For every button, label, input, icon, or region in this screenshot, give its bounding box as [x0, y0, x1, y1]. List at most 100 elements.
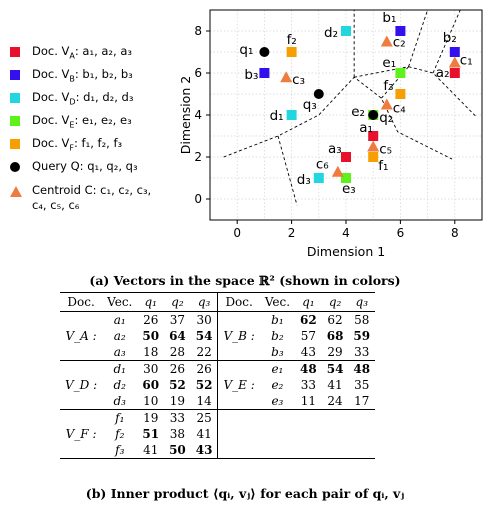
table-header-cell: q₃ — [190, 292, 219, 312]
vec-cell: f₁ — [102, 409, 138, 426]
doc-cell — [217, 409, 260, 426]
value-cell: 24 — [327, 394, 343, 408]
doc-cell — [218, 426, 260, 442]
point-c₄ — [380, 98, 393, 110]
point-c₂ — [380, 35, 393, 47]
y-tick-label: 4 — [194, 108, 202, 122]
value-cell — [295, 426, 322, 442]
point-q₃ — [313, 89, 324, 99]
vec-cell: b₃ — [271, 345, 284, 359]
vec-cell: f₂ — [115, 427, 125, 441]
doc-cell — [60, 393, 102, 410]
value-cell: 51 — [142, 427, 160, 441]
doc-cell — [218, 393, 260, 410]
value-cell: 41 — [190, 426, 219, 442]
value-cell — [348, 409, 376, 426]
x-tick-label: 0 — [233, 226, 241, 240]
value-cell: 18 — [143, 345, 159, 359]
caption-b: (b) Inner product ⟨qᵢ, vⱼ⟩ for each pair… — [85, 486, 405, 501]
value-cell: 26 — [190, 360, 219, 377]
point-label: b₁ — [382, 10, 396, 26]
table-header-row: Doc. Vec. q₁ q₂ q₃ Doc. Vec. q₁ q₂ q₃ — [60, 292, 376, 312]
legend-label: Doc. VD: d₁, d₂, d₃ — [32, 90, 134, 107]
value-cell: 33 — [164, 409, 191, 426]
point-label: a₃ — [328, 141, 342, 157]
voronoi-boundary — [408, 10, 429, 67]
vec-cell: d₂ — [113, 378, 127, 392]
value-cell: 52 — [169, 378, 186, 392]
legend-label: Doc. VB: b₁, b₂, b₃ — [32, 67, 133, 84]
value-cell: 26 — [143, 313, 159, 327]
legend-label: Doc. VA: a₁, a₂, a₃ — [32, 44, 133, 61]
value-cell — [348, 426, 375, 442]
point-label: c₂ — [393, 35, 406, 51]
value-cell: 48 — [295, 360, 322, 377]
value-cell: 10 — [143, 394, 159, 408]
table-row: V_A : a₂ 50 64 54 V_B : b₂ 57 68 59 — [60, 328, 375, 344]
table-row: V_D : d₂ 60 52 52 V_E : e₂ 33 41 35 — [60, 377, 375, 393]
doc-cell — [60, 360, 103, 377]
point-label: q₂ — [379, 110, 393, 126]
doc-cell: V_D : — [65, 378, 98, 392]
doc-cell — [60, 344, 102, 361]
value-cell: 60 — [142, 378, 160, 392]
vec-cell: e₂ — [271, 378, 284, 392]
table-header-cell: q₁ — [137, 292, 165, 312]
point-q₂ — [368, 110, 379, 120]
x-tick-label: 6 — [397, 226, 405, 240]
value-cell: 52 — [190, 377, 219, 393]
value-cell: 25 — [190, 409, 219, 426]
value-cell: 28 — [169, 345, 186, 359]
value-cell: 14 — [190, 393, 219, 410]
x-tick-label: 4 — [342, 226, 350, 240]
value-cell: 62 — [300, 313, 317, 327]
vec-cell — [260, 426, 295, 442]
point-d₃ — [313, 173, 324, 183]
point-label: c₅ — [379, 142, 392, 158]
doc-cell: V_F : — [65, 427, 97, 441]
doc-cell: V_A : — [65, 329, 97, 343]
square-marker-icon — [10, 47, 20, 57]
point-d₁ — [286, 110, 297, 120]
value-cell: 30 — [137, 360, 165, 377]
value-cell: 19 — [137, 409, 165, 426]
legend-label: Query Q: q₁, q₂, q₃ — [32, 159, 138, 173]
value-cell: 33 — [300, 378, 316, 392]
value-cell: 41 — [327, 378, 343, 392]
x-tick-label: 2 — [288, 226, 296, 240]
doc-cell — [60, 312, 102, 329]
legend-label: Doc. VE: e₁, e₂, e₃ — [32, 113, 132, 130]
table-row: f₁ 19 33 25 — [60, 409, 376, 426]
point-label: c₆ — [316, 157, 329, 173]
point-label: c₄ — [393, 101, 406, 117]
table-row: d₁ 30 26 26 e₁ 48 54 48 — [60, 360, 376, 377]
vec-cell: e₃ — [271, 394, 284, 408]
point-label: d₁ — [270, 108, 284, 124]
table-row: a₃ 18 28 22 b₃ 43 29 33 — [60, 344, 375, 361]
value-cell: 57 — [300, 329, 316, 343]
point-d₂ — [341, 26, 351, 36]
doc-cell — [60, 442, 103, 459]
value-cell: 41 — [137, 442, 165, 459]
point-f₁ — [368, 152, 379, 162]
value-cell — [321, 409, 349, 426]
value-cell: 58 — [354, 313, 370, 327]
doc-cell — [217, 360, 260, 377]
vec-cell: f₃ — [102, 442, 138, 459]
point-label: q₁ — [239, 42, 253, 58]
point-c₁ — [448, 56, 461, 68]
table-header-cell: Doc. — [217, 292, 260, 312]
point-b₂ — [449, 47, 460, 57]
point-a₁ — [368, 131, 379, 141]
doc-cell — [217, 442, 260, 459]
point-e₁ — [395, 68, 406, 78]
point-a₃ — [341, 152, 351, 162]
point-label: e₁ — [382, 55, 396, 71]
point-c₅ — [367, 140, 380, 152]
legend-label: Doc. VF: f₁, f₂, f₃ — [32, 136, 123, 153]
point-c₃ — [280, 71, 293, 83]
value-cell — [321, 442, 349, 459]
value-cell: 29 — [327, 345, 343, 359]
vec-cell — [259, 409, 296, 426]
point-label: d₃ — [297, 172, 311, 188]
